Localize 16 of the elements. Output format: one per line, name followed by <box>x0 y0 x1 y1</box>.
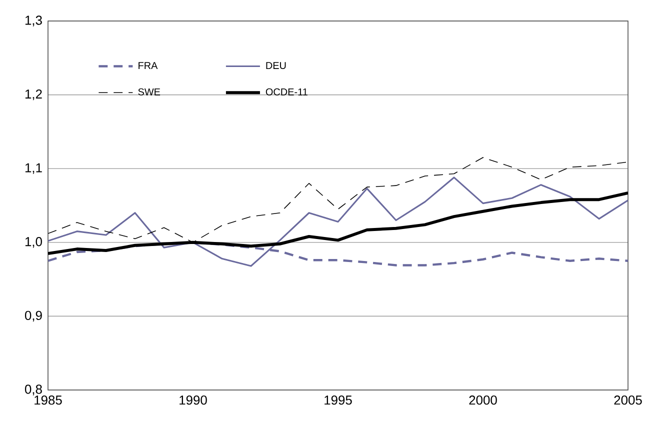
y-tick-label: 1,1 <box>25 163 42 174</box>
line-series <box>48 176 628 267</box>
x-tick-label: 2000 <box>469 396 497 405</box>
legend-label: FRA <box>138 62 158 69</box>
y-tick-label: 0,9 <box>24 310 42 322</box>
legend-label: OCDE-11 <box>266 88 308 96</box>
legend-label: SWE <box>138 88 160 96</box>
x-tick-label: 2005 <box>614 396 642 405</box>
y-tick-label: 1,2 <box>25 89 42 100</box>
x-tick-label: 1990 <box>180 396 207 405</box>
x-tick-label: 1985 <box>34 396 62 405</box>
y-tick-label: 1,0 <box>25 237 42 248</box>
x-tick-label: 1995 <box>324 396 352 405</box>
y-tick-label: 1,3 <box>25 16 42 26</box>
legend-label: DEU <box>266 62 286 70</box>
y-tick-label: 0,8 <box>24 384 42 396</box>
